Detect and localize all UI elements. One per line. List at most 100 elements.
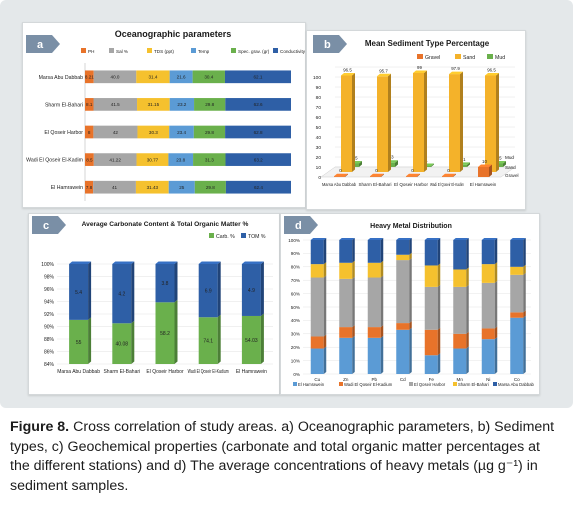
y-tick-label: 0% <box>293 372 300 377</box>
bar-front <box>377 76 388 172</box>
data-label: 29.8 <box>205 102 214 107</box>
bar-front <box>413 73 424 172</box>
bar-front <box>367 277 381 328</box>
bar-3d <box>453 267 469 287</box>
bar-side <box>466 267 469 287</box>
bar-side <box>323 238 327 265</box>
x-tick-label: Fe <box>429 377 435 382</box>
y-tick-label: 50% <box>291 305 300 310</box>
bar-front <box>453 240 467 270</box>
data-label: 41.22 <box>109 157 121 162</box>
data-label: 31.15 <box>148 102 160 107</box>
data-label: 0 <box>447 168 450 173</box>
bar-front <box>481 264 495 283</box>
bar-side <box>323 262 327 278</box>
bar-top <box>485 73 499 76</box>
bar-side <box>323 334 327 349</box>
legend-label: Mud <box>495 55 505 61</box>
y-tick-label: Marsa Abu Dabbab <box>39 75 84 81</box>
data-label: 4.2 <box>118 292 125 298</box>
panel-letter: a <box>37 39 44 51</box>
bar-top <box>396 238 412 240</box>
bar-front <box>453 333 467 349</box>
bar-side <box>131 320 135 364</box>
bar-front <box>453 286 467 334</box>
data-label: 31.3 <box>205 157 214 162</box>
bar-front <box>310 264 324 278</box>
bar-segment <box>194 98 226 111</box>
data-label: 31.4 <box>148 75 157 80</box>
y-tick-label: 100 <box>313 75 321 81</box>
bar-segment <box>168 153 194 166</box>
bar-side <box>494 326 498 340</box>
y-tick-label: 98% <box>44 275 55 281</box>
bar-top <box>310 238 327 240</box>
bar-front <box>424 240 438 266</box>
bar-front <box>198 317 218 364</box>
bar-front <box>396 254 410 261</box>
bar-3d <box>198 314 221 364</box>
bar-front <box>396 260 410 324</box>
data-label: 5.4 <box>75 290 82 296</box>
data-label: 41 <box>112 185 118 190</box>
bar-side <box>494 238 498 265</box>
bar-front <box>367 327 381 338</box>
bar-front <box>406 176 417 177</box>
bar-segment <box>169 70 193 84</box>
bar-3d <box>481 326 498 340</box>
bar-side <box>380 335 384 374</box>
chart-b-sediment-types: b Mean Sediment Type Percentage Gravel Sand… <box>313 35 519 187</box>
data-label: 30.77 <box>147 157 159 162</box>
x-tick-label: El Qoseir Harbor <box>394 182 429 187</box>
x-tick-label: El Qoseir Harbor <box>146 369 184 375</box>
bar-side <box>523 238 526 267</box>
bar-3d <box>396 327 412 374</box>
y-tick-label: 70 <box>316 105 322 111</box>
data-label: 97.9 <box>451 66 460 71</box>
bar-front <box>481 282 495 329</box>
bar-side <box>381 173 384 177</box>
bar-front <box>155 264 175 303</box>
legend-label: Temp <box>198 49 210 54</box>
bar-top <box>442 173 456 177</box>
panel-letter: d <box>295 220 302 232</box>
chart-title: Heavy Metal Distribution <box>370 223 452 230</box>
bar-segment <box>224 70 291 84</box>
bar-front <box>424 329 438 356</box>
data-label: 29.8 <box>205 130 214 135</box>
bar-segment <box>225 125 291 139</box>
bar-top <box>406 173 420 177</box>
legend-label: TOM % <box>248 234 266 240</box>
chart-c-card: c Average Carbonate Content & Total Organ… <box>28 213 280 395</box>
y-tick-label: 84% <box>44 362 55 368</box>
bar-side <box>409 258 412 324</box>
y-tick-label: 60 <box>316 115 322 121</box>
y-tick-label: 96% <box>44 287 55 293</box>
bar-segment <box>135 180 169 194</box>
bar-front <box>424 265 438 287</box>
bar-side <box>460 71 463 172</box>
bar-top <box>69 261 92 264</box>
legend-label: Conductivity (ms/cm) <box>280 49 305 54</box>
bar-3d <box>424 263 441 287</box>
bar-segment <box>137 125 170 139</box>
bar-front <box>510 240 524 267</box>
y-tick-label: 10 <box>316 165 322 171</box>
bar-side <box>466 284 469 334</box>
bar-side <box>523 264 526 275</box>
y-tick-label: 94% <box>44 300 55 306</box>
bar-segment <box>225 180 291 194</box>
bar-3d <box>241 313 264 364</box>
bar-top <box>377 73 391 77</box>
data-label: 8.1 <box>86 102 93 107</box>
bar-segment <box>193 153 226 166</box>
y-tick-label: 10% <box>291 358 300 363</box>
bar-3d <box>155 261 178 303</box>
x-tick-label: Co <box>514 377 520 382</box>
bar-3d <box>481 238 498 265</box>
bar-front <box>155 302 175 364</box>
bar-side <box>217 314 221 364</box>
bar-side <box>437 327 441 356</box>
data-label: 23.2 <box>177 102 186 107</box>
y-tick-label: 30% <box>291 332 300 337</box>
